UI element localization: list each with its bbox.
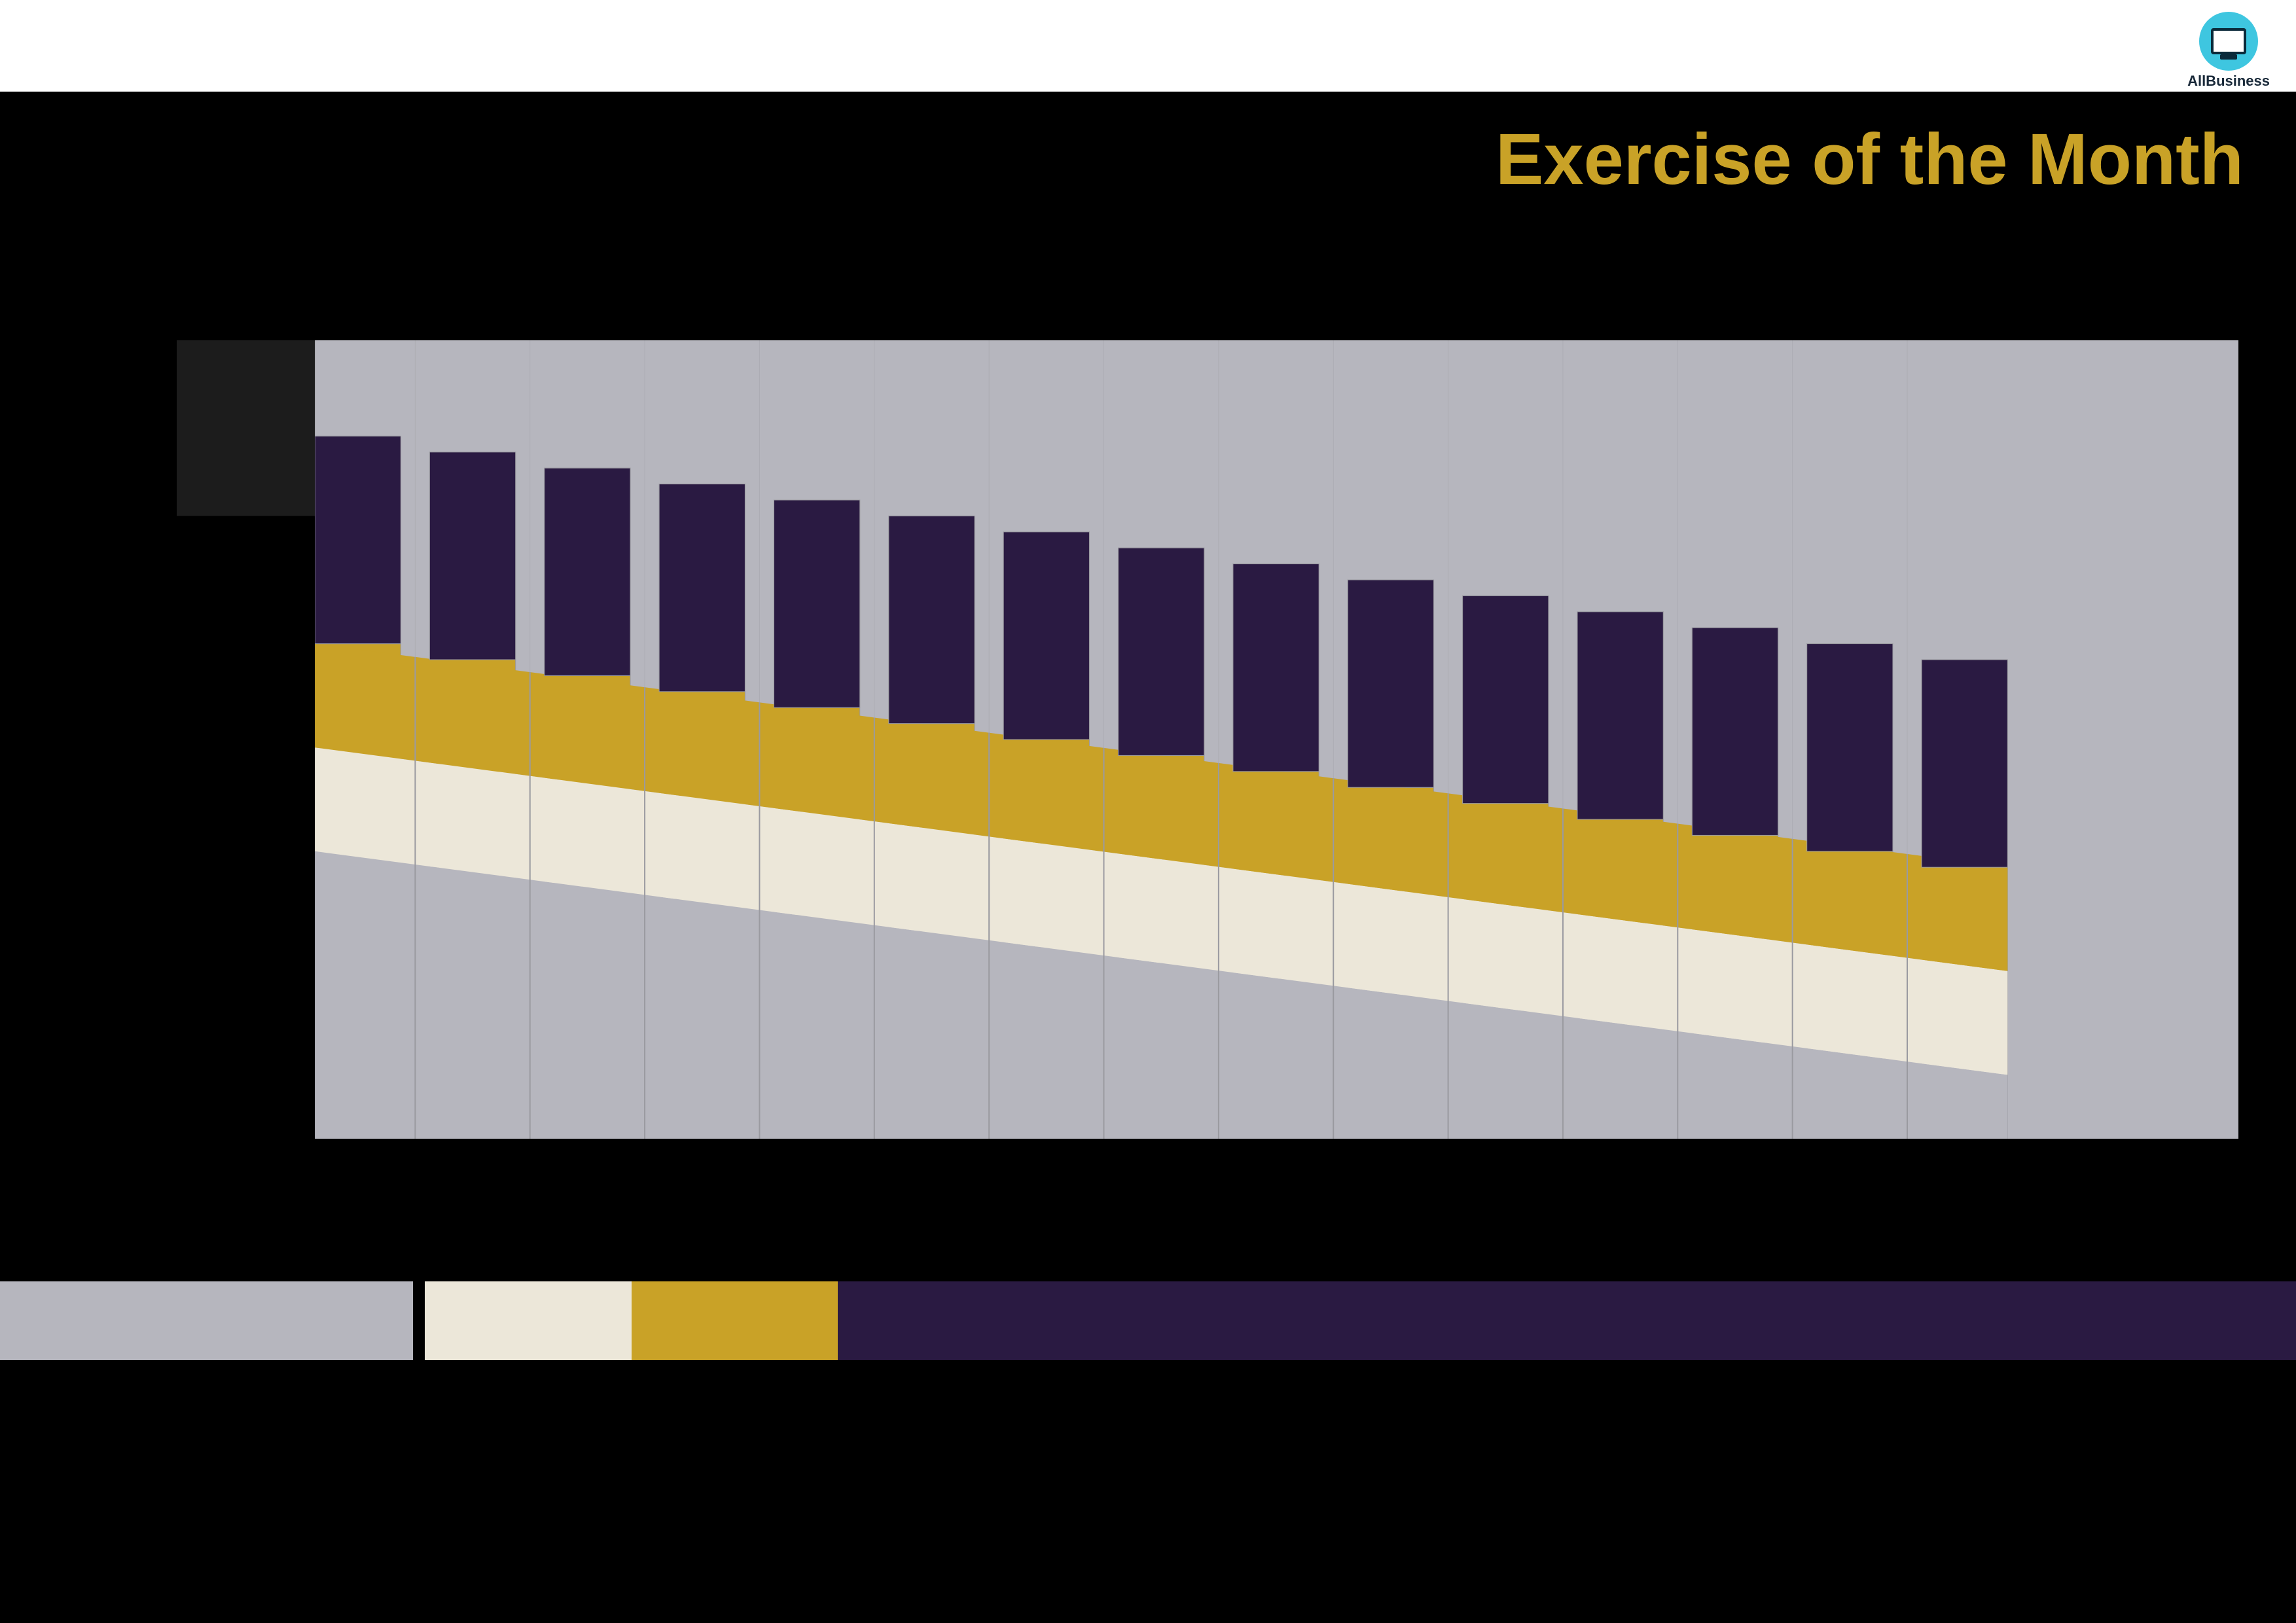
legend-row xyxy=(0,1281,2296,1360)
legend-swatch xyxy=(838,1281,2296,1360)
logo-icon xyxy=(2199,12,2258,71)
legend-swatch xyxy=(425,1281,632,1360)
main-black-panel: Exercise of the Month xyxy=(0,92,2296,1150)
bottom-black-panel xyxy=(0,1360,2296,1623)
page-root: AllBusiness Templates Exercise of the Mo… xyxy=(0,0,2296,1623)
page-title: Exercise of the Month xyxy=(1496,118,2244,201)
logo-text-line1: AllBusiness xyxy=(2187,73,2270,88)
legend-swatch xyxy=(0,1281,413,1360)
chart-svg xyxy=(177,340,2238,1139)
mid-black-strip xyxy=(0,1150,2296,1281)
top-white-bar: AllBusiness Templates xyxy=(0,0,2296,92)
chart-container xyxy=(177,340,2238,1139)
legend-swatch xyxy=(632,1281,838,1360)
legend-swatch xyxy=(413,1281,425,1360)
